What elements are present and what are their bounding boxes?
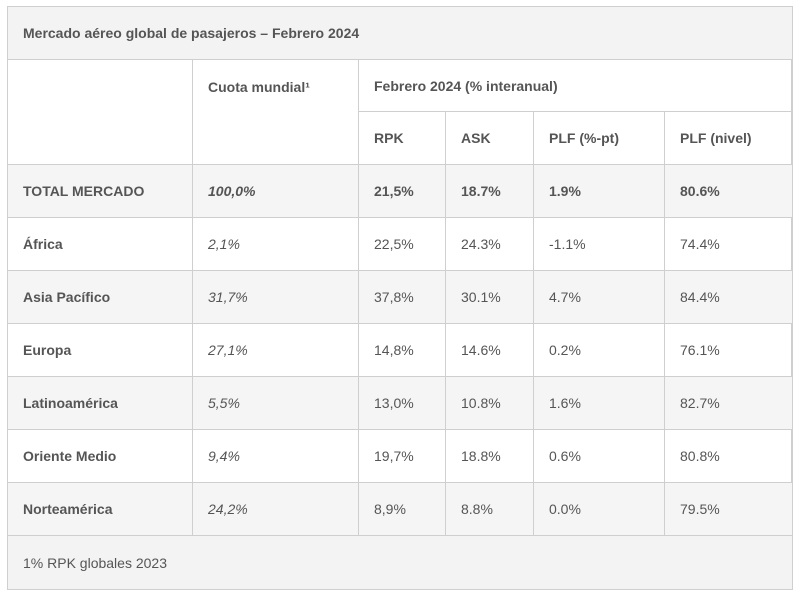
ask-cell: 18.7% — [445, 164, 534, 218]
rpk-cell: 13,0% — [358, 376, 446, 430]
rpk-cell: 37,8% — [358, 270, 446, 324]
ask-cell: 8.8% — [445, 482, 534, 536]
table-row: TOTAL MERCADO 100,0% 21,5% 18.7% 1.9% 80… — [7, 164, 794, 218]
region-cell: Europa — [7, 323, 193, 377]
share-cell: 9,4% — [192, 429, 359, 483]
table-row: Europa 27,1% 14,8% 14.6% 0.2% 76.1% — [7, 323, 794, 377]
region-cell: Oriente Medio — [7, 429, 193, 483]
ask-cell: 10.8% — [445, 376, 534, 430]
table-row: África 2,1% 22,5% 24.3% -1.1% 74.4% — [7, 217, 794, 271]
rpk-cell: 8,9% — [358, 482, 446, 536]
plf-level-cell: 82.7% — [663, 376, 794, 430]
rpk-cell: 21,5% — [358, 164, 446, 218]
table-row: Asia Pacífico 31,7% 37,8% 30.1% 4.7% 84.… — [7, 270, 794, 324]
ask-cell: 14.6% — [445, 323, 534, 377]
table-row: Norteamérica 24,2% 8,9% 8.8% 0.0% 79.5% — [7, 482, 794, 536]
plf-pt-cell: -1.1% — [533, 217, 665, 271]
plf-pt-cell: 0.0% — [533, 482, 665, 536]
ask-cell: 24.3% — [445, 217, 534, 271]
header-share: Cuota mundial¹ — [192, 59, 359, 165]
region-cell: Asia Pacífico — [7, 270, 193, 324]
plf-level-cell: 84.4% — [663, 270, 794, 324]
plf-level-cell: 80.8% — [663, 429, 794, 483]
header-rpk: RPK — [358, 111, 446, 165]
header-plf-pt: PLF (%-pt) — [533, 111, 665, 165]
table-title: Mercado aéreo global de pasajeros – Febr… — [6, 6, 794, 60]
share-cell: 5,5% — [192, 376, 359, 430]
data-table-container: Mercado aéreo global de pasajeros – Febr… — [6, 6, 794, 590]
rpk-cell: 14,8% — [358, 323, 446, 377]
header-period: Febrero 2024 (% interanual) — [357, 59, 794, 112]
share-cell: 27,1% — [192, 323, 359, 377]
table-footnote: 1% RPK globales 2023 — [6, 535, 794, 590]
header-plf-level: PLF (nivel) — [663, 111, 794, 165]
plf-level-cell: 80.6% — [663, 164, 794, 218]
plf-pt-cell: 1.6% — [533, 376, 665, 430]
rpk-cell: 19,7% — [358, 429, 446, 483]
header-empty-cell — [7, 59, 193, 165]
share-cell: 31,7% — [192, 270, 359, 324]
plf-pt-cell: 0.6% — [533, 429, 665, 483]
rpk-cell: 22,5% — [358, 217, 446, 271]
ask-cell: 18.8% — [445, 429, 534, 483]
region-cell: Latinoamérica — [7, 376, 193, 430]
region-cell: África — [7, 217, 193, 271]
ask-cell: 30.1% — [445, 270, 534, 324]
plf-pt-cell: 1.9% — [533, 164, 665, 218]
plf-pt-cell: 0.2% — [533, 323, 665, 377]
share-cell: 100,0% — [192, 164, 359, 218]
plf-level-cell: 74.4% — [663, 217, 794, 271]
plf-level-cell: 79.5% — [663, 482, 794, 536]
table-row: Latinoamérica 5,5% 13,0% 10.8% 1.6% 82.7… — [7, 376, 794, 430]
share-cell: 24,2% — [192, 482, 359, 536]
region-cell: TOTAL MERCADO — [7, 164, 193, 218]
share-cell: 2,1% — [192, 217, 359, 271]
header-ask: ASK — [445, 111, 534, 165]
passenger-market-table: Mercado aéreo global de pasajeros – Febr… — [6, 6, 794, 590]
region-cell: Norteamérica — [7, 482, 193, 536]
plf-level-cell: 76.1% — [663, 323, 794, 377]
plf-pt-cell: 4.7% — [533, 270, 665, 324]
table-row: Oriente Medio 9,4% 19,7% 18.8% 0.6% 80.8… — [7, 429, 794, 483]
